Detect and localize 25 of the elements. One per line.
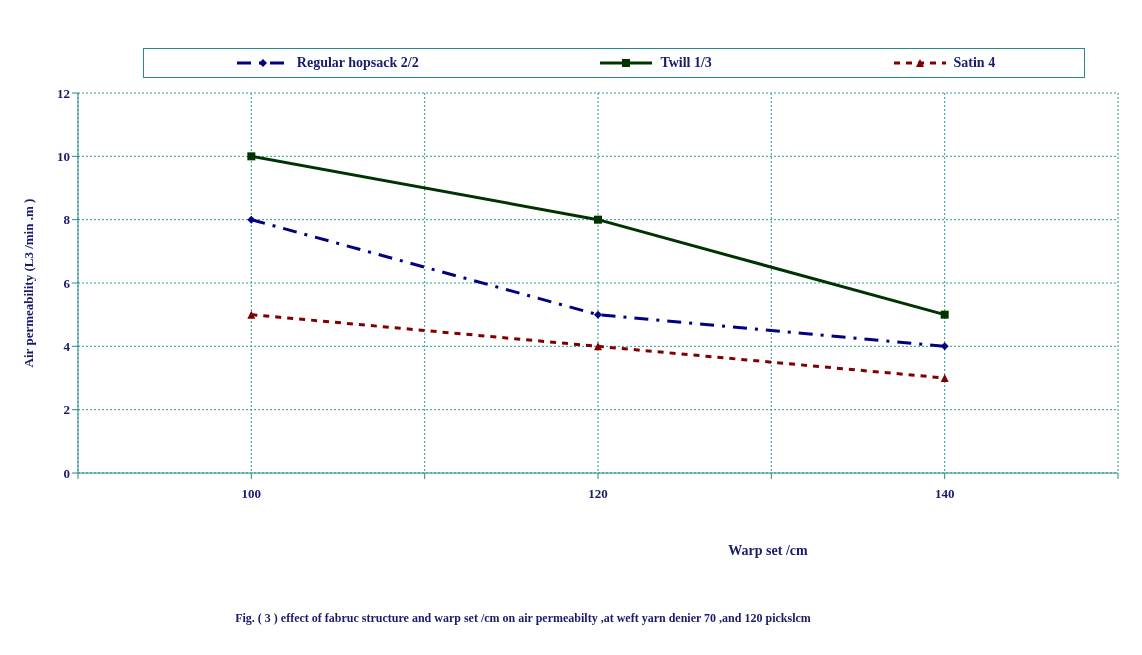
- legend-label: Twill 1/3: [660, 55, 712, 71]
- point: [247, 215, 256, 224]
- point: [594, 342, 602, 351]
- y-tick-label: 4: [63, 338, 71, 354]
- y-axis-title: Air permeability (L3 /min .m ): [20, 198, 36, 368]
- point: [940, 374, 949, 382]
- y-tick-label: 2: [63, 402, 70, 418]
- legend-label: Satin 4: [953, 55, 996, 71]
- y-tick-label: 6: [63, 275, 71, 291]
- point: [247, 310, 256, 319]
- point: [594, 310, 602, 319]
- x-tick-label: 100: [241, 486, 262, 502]
- point: [594, 215, 602, 224]
- y-tick-label: 12: [57, 85, 70, 101]
- x-tick-label: 140: [934, 486, 955, 502]
- point: [247, 152, 256, 161]
- y-tick-label: 10: [57, 148, 70, 164]
- x-axis-title: Warp set /cm: [727, 543, 809, 559]
- point: [940, 310, 949, 319]
- point: [940, 342, 949, 351]
- y-tick-label: 8: [63, 212, 71, 228]
- text: Fig. ( 3 ) effect of fabruc structure and warp set /cm on air permeabilty ,at weft yarn denier 70 ,and 120 pickslcm: [234, 611, 812, 626]
- y-tick-label: 0: [63, 465, 70, 481]
- legend-label: Regular hopsack 2/2: [296, 55, 419, 71]
- x-tick-label: 120: [588, 486, 608, 502]
